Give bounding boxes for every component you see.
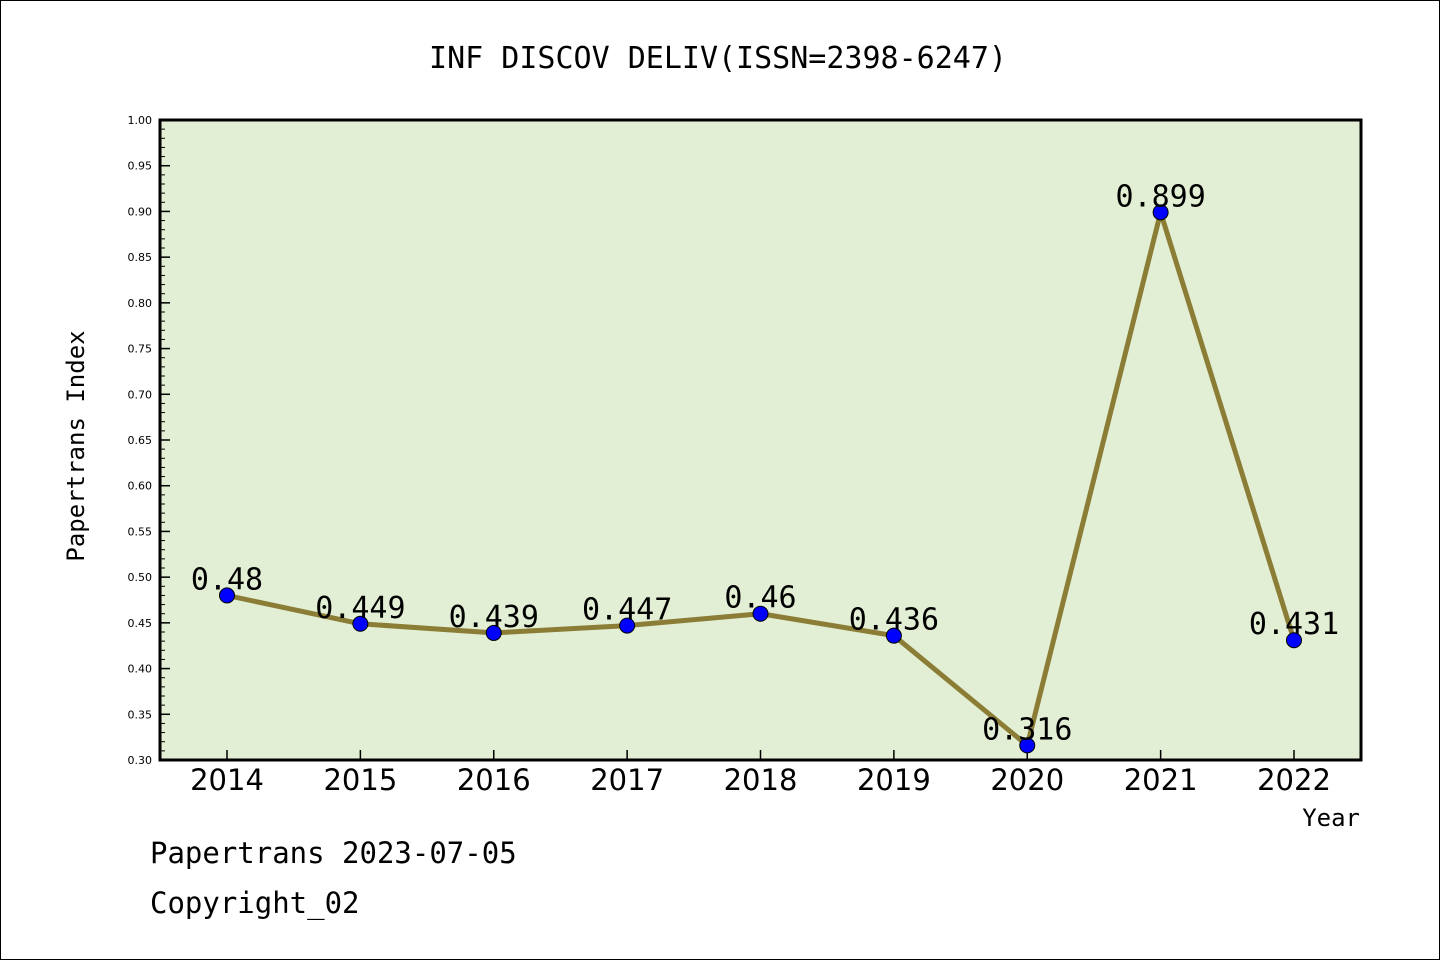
y-tick-label: 0.70 [128,388,153,401]
y-tick-label: 0.50 [128,571,153,584]
y-tick-label: 0.85 [128,251,153,264]
x-tick-label: 2016 [457,763,531,797]
data-label: 0.447 [582,593,672,628]
data-point [1286,632,1302,649]
data-point [752,605,769,622]
data-label: 0.431 [1249,607,1339,642]
x-tick-label: 2017 [590,763,664,797]
footer-copyright: Copyright_02 [150,886,360,920]
y-axis-label: Papertrans Index [62,330,90,561]
y-tick-label: 0.75 [128,343,153,356]
y-tick-label: 1.00 [128,114,153,127]
data-point [885,627,902,644]
data-label: 0.899 [1115,179,1205,214]
y-tick-label: 0.45 [128,617,153,630]
data-label: 0.316 [982,712,1072,747]
x-axis-label: Year [1302,804,1360,832]
y-tick-label: 0.35 [128,708,153,721]
x-tick-label: 2018 [724,763,798,797]
data-label: 0.48 [191,562,263,597]
x-tick-label: 2020 [990,763,1064,797]
y-tick-label: 0.40 [128,663,153,676]
footer-date: Papertrans 2023-07-05 [150,836,517,870]
plot-border [158,118,1363,762]
data-label: 0.439 [449,600,539,635]
data-label: 0.436 [849,603,939,638]
y-tick-label: 0.55 [128,525,153,538]
y-axis: 0.30 0.35 0.40 0.45 0.50 0.55 0.60 0.65 0.70 0.75… [128,114,170,767]
y-tick-label: 0.60 [128,480,153,493]
data-point [485,624,502,641]
data-point [219,587,235,604]
x-tick-label: 2021 [1124,763,1198,797]
y-tick-label: 0.90 [128,205,153,218]
y-tick-label: 0.65 [128,434,153,447]
x-tick-label: 2014 [190,763,264,797]
data-point [1152,204,1169,221]
y-tick-label: 0.30 [128,754,153,767]
chart-title: INF DISCOV DELIV(ISSN=2398-6247) [429,41,1007,76]
data-point [352,615,369,632]
y-tick-label: 0.80 [128,297,153,310]
x-tick-label: 2019 [857,763,931,797]
series-line: 0.48 0.449 0.439 0.447 0.46 0.436 0.316 0.899 0.… [191,179,1339,754]
data-label: 0.449 [315,591,405,626]
x-axis: 2014 2015 2016 2017 2018 2019 2020 2021 2022 [190,750,1331,797]
data-label: 0.46 [724,581,796,616]
y-tick-label: 0.95 [128,160,153,173]
data-point [619,617,636,634]
data-point [1019,737,1036,754]
x-tick-label: 2015 [323,763,397,797]
x-tick-label: 2022 [1257,763,1331,797]
plot-area [160,120,1361,760]
